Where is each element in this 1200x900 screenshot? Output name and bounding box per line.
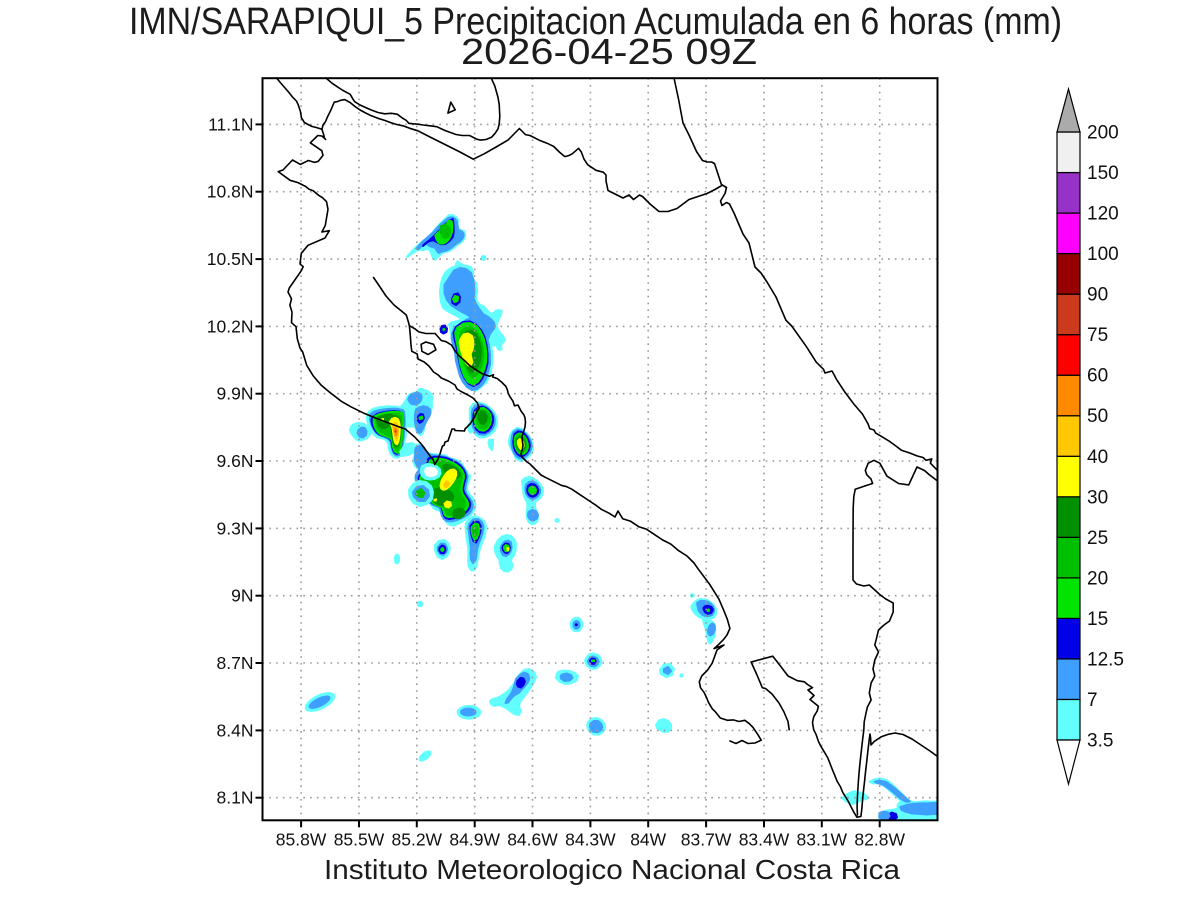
svg-text:100: 100 — [1087, 244, 1119, 265]
svg-text:11.1N: 11.1N — [208, 114, 253, 134]
svg-text:15: 15 — [1087, 609, 1108, 630]
svg-text:84.3W: 84.3W — [565, 830, 616, 850]
svg-text:2026-04-25 09Z: 2026-04-25 09Z — [461, 31, 757, 72]
svg-text:7: 7 — [1087, 690, 1098, 711]
svg-text:150: 150 — [1087, 163, 1119, 184]
svg-text:84.6W: 84.6W — [507, 830, 558, 850]
svg-text:40: 40 — [1087, 447, 1108, 468]
svg-text:10.2N: 10.2N — [207, 316, 254, 336]
svg-text:12.5: 12.5 — [1087, 649, 1124, 670]
svg-text:10.8N: 10.8N — [207, 182, 254, 202]
svg-text:IMN/SARAPIQUI_5 Precipitacion: IMN/SARAPIQUI_5 Precipitacion Acumulada … — [129, 1, 1062, 43]
svg-text:83.1W: 83.1W — [797, 830, 848, 850]
svg-text:8.1N: 8.1N — [217, 788, 254, 808]
svg-text:90: 90 — [1087, 285, 1108, 306]
svg-text:85.2W: 85.2W — [392, 830, 443, 850]
svg-text:50: 50 — [1087, 406, 1108, 427]
svg-text:3.5: 3.5 — [1087, 731, 1113, 752]
svg-text:60: 60 — [1087, 366, 1108, 387]
svg-text:83.7W: 83.7W — [681, 830, 732, 850]
svg-text:75: 75 — [1087, 325, 1108, 346]
svg-text:200: 200 — [1087, 123, 1119, 144]
svg-text:84W: 84W — [630, 830, 666, 850]
svg-text:120: 120 — [1087, 204, 1119, 225]
svg-text:Instituto Meteorologico Nacion: Instituto Meteorologico Nacional Costa R… — [324, 854, 901, 885]
svg-text:82.8W: 82.8W — [854, 830, 905, 850]
svg-text:9.9N: 9.9N — [217, 384, 254, 404]
svg-text:8.4N: 8.4N — [217, 720, 254, 740]
svg-text:10.5N: 10.5N — [207, 249, 254, 269]
svg-text:84.9W: 84.9W — [449, 830, 500, 850]
svg-text:9N: 9N — [231, 586, 253, 606]
svg-text:85.5W: 85.5W — [334, 830, 385, 850]
svg-text:30: 30 — [1087, 487, 1108, 508]
svg-text:25: 25 — [1087, 528, 1108, 549]
svg-text:20: 20 — [1087, 568, 1108, 589]
svg-text:9.6N: 9.6N — [217, 451, 254, 471]
svg-text:85.8W: 85.8W — [276, 830, 327, 850]
svg-text:83.4W: 83.4W — [739, 830, 790, 850]
svg-text:8.7N: 8.7N — [217, 653, 254, 673]
svg-text:9.3N: 9.3N — [217, 518, 254, 538]
